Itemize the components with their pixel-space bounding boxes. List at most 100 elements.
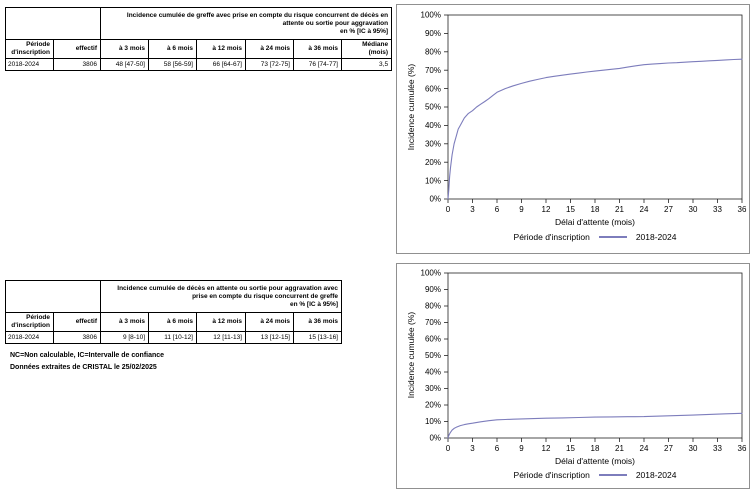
svg-text:70%: 70%	[425, 318, 441, 327]
table-greffe-title: Incidence cumulée de greffe avec prise e…	[99, 7, 393, 40]
svg-text:9: 9	[519, 205, 524, 214]
x-axis-label: Délai d'attente (mois)	[554, 456, 636, 466]
svg-text:20%: 20%	[425, 158, 441, 167]
svg-text:24: 24	[640, 444, 649, 453]
svg-text:18: 18	[591, 205, 600, 214]
col-header-6mois: à 6 mois	[148, 312, 197, 332]
svg-text:30: 30	[689, 205, 698, 214]
cell-effectif: 3806	[53, 331, 101, 344]
cell-36mois: 76 [74-77]	[293, 58, 342, 71]
legend-title: Période d'inscription	[513, 470, 590, 480]
svg-text:30%: 30%	[425, 384, 441, 393]
svg-text:6: 6	[495, 205, 500, 214]
svg-text:90%: 90%	[425, 29, 441, 38]
cell-36mois: 15 [13-16]	[293, 331, 342, 344]
svg-text:24: 24	[640, 205, 649, 214]
chart-deces-plot-area: 0% 10% 20% 30% 40% 50% 60% 70% 80% 90% 100% 0 3 6 9 12 1…	[421, 269, 747, 453]
svg-text:60%: 60%	[425, 335, 441, 344]
col-header-24mois: à 24 mois	[245, 39, 294, 59]
legend-line-swatch	[598, 474, 627, 476]
col-header-periode: Période d'inscription	[5, 39, 54, 59]
svg-text:3: 3	[470, 205, 475, 214]
svg-text:3: 3	[470, 444, 475, 453]
chart-incidence-greffe: 0% 10% 20% 30% 40% 50% 60% 70% 80% 90% 100% 0 3 6 9 12 1…	[396, 4, 750, 254]
col-header-24mois: à 24 mois	[245, 312, 294, 332]
svg-text:36: 36	[738, 444, 747, 453]
svg-text:30%: 30%	[425, 140, 441, 149]
svg-text:27: 27	[664, 444, 673, 453]
col-header-36mois: à 36 mois	[293, 39, 342, 59]
cell-24mois: 13 [12-15]	[245, 331, 294, 344]
col-header-12mois: à 12 mois	[196, 39, 246, 59]
y-axis-label: Incidence cumulée (%)	[406, 63, 416, 151]
svg-text:9: 9	[519, 444, 524, 453]
cell-24mois: 73 [72-75]	[245, 58, 294, 71]
svg-text:80%: 80%	[425, 302, 441, 311]
col-header-3mois: à 3 mois	[100, 39, 149, 59]
table-incidence-greffe: Incidence cumulée de greffe avec prise e…	[5, 7, 393, 71]
svg-text:0%: 0%	[429, 195, 441, 204]
svg-text:60%: 60%	[425, 84, 441, 93]
cell-periode: 2018-2024	[5, 331, 54, 344]
svg-text:50%: 50%	[425, 103, 441, 112]
svg-text:20%: 20%	[425, 401, 441, 410]
col-header-12mois: à 12 mois	[196, 312, 246, 332]
col-header-effectif: effectif	[53, 312, 101, 332]
col-header-periode: Période d'inscription	[5, 312, 54, 332]
svg-text:33: 33	[713, 205, 722, 214]
x-axis-label: Délai d'attente (mois)	[554, 217, 636, 227]
chart-incidence-deces: 0% 10% 20% 30% 40% 50% 60% 70% 80% 90% 100% 0 3 6 9 12 1…	[396, 263, 750, 489]
svg-text:27: 27	[664, 205, 673, 214]
table-deces-corner-cell	[5, 280, 101, 313]
legend: Période d'inscription 2018-2024	[448, 470, 742, 480]
cell-12mois: 66 [64-67]	[196, 58, 246, 71]
svg-text:90%: 90%	[425, 285, 441, 294]
col-header-36mois: à 36 mois	[293, 312, 342, 332]
note-data-source: Données extraites de CRISTAL le 25/02/20…	[10, 364, 157, 371]
legend-title: Période d'inscription	[513, 232, 590, 242]
cell-3mois: 9 [8-10]	[100, 331, 149, 344]
svg-text:40%: 40%	[425, 368, 441, 377]
svg-text:30: 30	[689, 444, 698, 453]
cell-effectif: 3806	[53, 58, 101, 71]
svg-text:0: 0	[446, 444, 451, 453]
svg-text:15: 15	[566, 205, 575, 214]
svg-text:33: 33	[713, 444, 722, 453]
svg-text:18: 18	[591, 444, 600, 453]
table-row: 2018-2024 3806 9 [8-10] 11 [10-12] 12 [1…	[5, 331, 342, 344]
svg-text:100%: 100%	[421, 269, 441, 278]
table-deces-title: Incidence cumulée de décès en attente ou…	[100, 280, 342, 313]
svg-text:10%: 10%	[425, 417, 441, 426]
cell-3mois: 48 [47-50]	[100, 58, 149, 71]
table-incidence-deces: Incidence cumulée de décès en attente ou…	[5, 280, 342, 344]
svg-text:70%: 70%	[425, 66, 441, 75]
svg-text:21: 21	[615, 205, 624, 214]
legend-series-label: 2018-2024	[635, 470, 677, 480]
svg-text:0%: 0%	[429, 434, 441, 443]
svg-text:21: 21	[615, 444, 624, 453]
svg-text:10%: 10%	[425, 176, 441, 185]
svg-text:50%: 50%	[425, 351, 441, 360]
chart-greffe-plot-area: 0%10%20%30%40%50%60%70%80%90%100%0 3 6 9 12 1…	[421, 11, 747, 214]
cell-periode: 2018-2024	[5, 58, 54, 71]
legend: Période d'inscription 2018-2024	[448, 232, 742, 242]
svg-text:12: 12	[542, 205, 551, 214]
cell-mediane: 3,5	[340, 58, 393, 71]
col-header-6mois: à 6 mois	[148, 39, 197, 59]
legend-line-swatch	[598, 236, 627, 238]
svg-text:100%: 100%	[421, 11, 441, 20]
svg-text:40%: 40%	[425, 121, 441, 130]
svg-text:0: 0	[446, 205, 451, 214]
svg-text:12: 12	[542, 444, 551, 453]
note-abbreviations: NC=Non calculable, IC=Intervalle de conf…	[10, 352, 165, 359]
col-header-effectif: effectif	[53, 39, 101, 59]
table-greffe-corner-cell	[5, 7, 101, 40]
col-header-mediane: Médiane (mois)	[340, 39, 393, 59]
cell-6mois: 11 [10-12]	[148, 331, 197, 344]
svg-text:15: 15	[566, 444, 575, 453]
svg-text:36: 36	[738, 205, 747, 214]
y-axis-label: Incidence cumulée (%)	[406, 311, 416, 399]
legend-series-label: 2018-2024	[635, 232, 677, 242]
col-header-3mois: à 3 mois	[100, 312, 149, 332]
